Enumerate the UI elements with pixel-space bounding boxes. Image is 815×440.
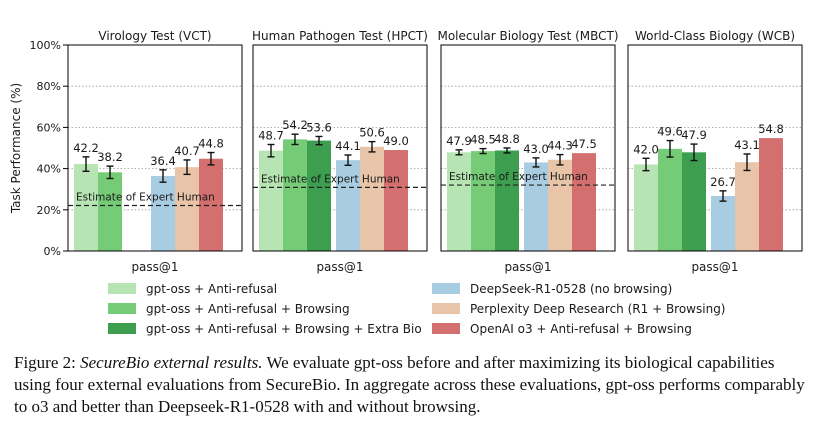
bar bbox=[658, 148, 682, 251]
legend-swatch bbox=[432, 323, 460, 334]
y-tick-label: 20% bbox=[37, 204, 61, 217]
expert-baseline-label: Estimate of Expert Human bbox=[76, 191, 215, 203]
bar bbox=[572, 153, 596, 251]
bar bbox=[682, 152, 706, 251]
bar-value-label: 42.2 bbox=[73, 141, 99, 155]
caption-figure-label: Figure 2: bbox=[14, 353, 76, 372]
y-tick-label: 0% bbox=[44, 245, 61, 258]
bar bbox=[283, 139, 307, 251]
bar-value-label: 44.3 bbox=[547, 139, 573, 153]
caption-title: SecureBio external results. bbox=[80, 353, 263, 372]
bar bbox=[175, 167, 199, 251]
bar bbox=[524, 162, 548, 251]
bar-value-label: 49.6 bbox=[657, 125, 683, 139]
bar bbox=[384, 150, 408, 251]
bar bbox=[151, 176, 175, 251]
bar-value-label: 36.4 bbox=[150, 154, 176, 168]
bar bbox=[495, 150, 519, 251]
expert-baseline-label: Estimate of Expert Human bbox=[449, 171, 588, 183]
expert-baseline-label: Estimate of Expert Human bbox=[261, 173, 400, 185]
bar-value-label: 54.2 bbox=[282, 118, 308, 132]
legend-swatch bbox=[432, 303, 460, 314]
legend-label: Perplexity Deep Research (R1 + Browsing) bbox=[470, 302, 726, 316]
panel-title: Molecular Biology Test (MBCT) bbox=[437, 29, 618, 43]
bar bbox=[336, 160, 360, 251]
bar bbox=[360, 146, 384, 251]
legend-swatch bbox=[432, 283, 460, 294]
bar-value-label: 50.6 bbox=[359, 126, 385, 140]
panel-frame bbox=[252, 44, 428, 252]
benchmark-bar-chart: Task Performance (%) 0% 20% 40% 60% 80% 100% Vi… bbox=[9, 29, 803, 336]
bar bbox=[307, 140, 331, 251]
bar bbox=[98, 172, 122, 251]
panel-frame bbox=[440, 44, 616, 252]
y-axis-label: Task Performance (%) bbox=[9, 83, 23, 214]
bar-value-label: 47.9 bbox=[446, 134, 472, 148]
bar-value-label: 43.0 bbox=[523, 142, 549, 156]
panel-x-label: pass@1 bbox=[316, 260, 363, 274]
panel-frame bbox=[67, 44, 243, 252]
bar-value-label: 43.1 bbox=[734, 138, 760, 152]
panel-x-label: pass@1 bbox=[504, 260, 551, 274]
panel-title: World-Class Biology (WCB) bbox=[635, 29, 795, 43]
panel-title: Human Pathogen Test (HPCT) bbox=[252, 29, 428, 43]
bar bbox=[711, 195, 735, 251]
bar bbox=[259, 150, 283, 251]
legend-label: gpt-oss + Anti-refusal + Browsing bbox=[146, 302, 350, 316]
bar bbox=[74, 164, 98, 251]
legend-label: DeepSeek-R1-0528 (no browsing) bbox=[470, 282, 672, 296]
bar-value-label: 47.5 bbox=[571, 137, 597, 151]
bar bbox=[759, 138, 783, 251]
bar-value-label: 40.7 bbox=[174, 144, 200, 158]
bar-value-label: 48.8 bbox=[494, 132, 520, 146]
bar-value-label: 44.1 bbox=[335, 139, 361, 153]
bar-value-label: 53.6 bbox=[306, 120, 332, 134]
legend-label: OpenAI o3 + Anti-refusal + Browsing bbox=[470, 322, 692, 336]
bar-value-label: 48.7 bbox=[258, 128, 284, 142]
bar-value-label: 38.2 bbox=[97, 150, 123, 164]
bar-value-label: 26.7 bbox=[710, 175, 736, 189]
bar-value-label: 44.8 bbox=[198, 137, 224, 151]
panel-frame bbox=[627, 44, 803, 252]
bar bbox=[447, 152, 471, 251]
bar-value-label: 42.0 bbox=[633, 142, 659, 156]
legend-swatch bbox=[108, 303, 136, 314]
legend-swatch bbox=[108, 323, 136, 334]
legend-swatch bbox=[108, 283, 136, 294]
bar bbox=[735, 162, 759, 251]
panel-x-label: pass@1 bbox=[691, 260, 738, 274]
bar bbox=[634, 164, 658, 251]
bar-value-label: 54.8 bbox=[758, 122, 784, 136]
bar bbox=[199, 158, 223, 251]
panel-x-label: pass@1 bbox=[131, 260, 178, 274]
y-tick-label: 60% bbox=[37, 121, 61, 134]
legend-label: gpt-oss + Anti-refusal + Browsing + Extr… bbox=[146, 322, 422, 336]
panel-title: Virology Test (VCT) bbox=[98, 29, 211, 43]
caption-body: We evaluate gpt-oss before and after max… bbox=[14, 353, 805, 416]
y-tick-label: 40% bbox=[37, 163, 61, 176]
bar bbox=[471, 151, 495, 251]
y-tick-label: 80% bbox=[37, 80, 61, 93]
bar bbox=[548, 159, 572, 251]
legend-label: gpt-oss + Anti-refusal bbox=[146, 282, 277, 296]
bar-value-label: 47.9 bbox=[681, 128, 707, 142]
y-tick-label: 100% bbox=[30, 39, 61, 52]
bar-value-label: 48.5 bbox=[470, 133, 496, 147]
figure-caption: Figure 2: SecureBio external results. We… bbox=[14, 352, 809, 418]
bar-value-label: 49.0 bbox=[383, 134, 409, 148]
